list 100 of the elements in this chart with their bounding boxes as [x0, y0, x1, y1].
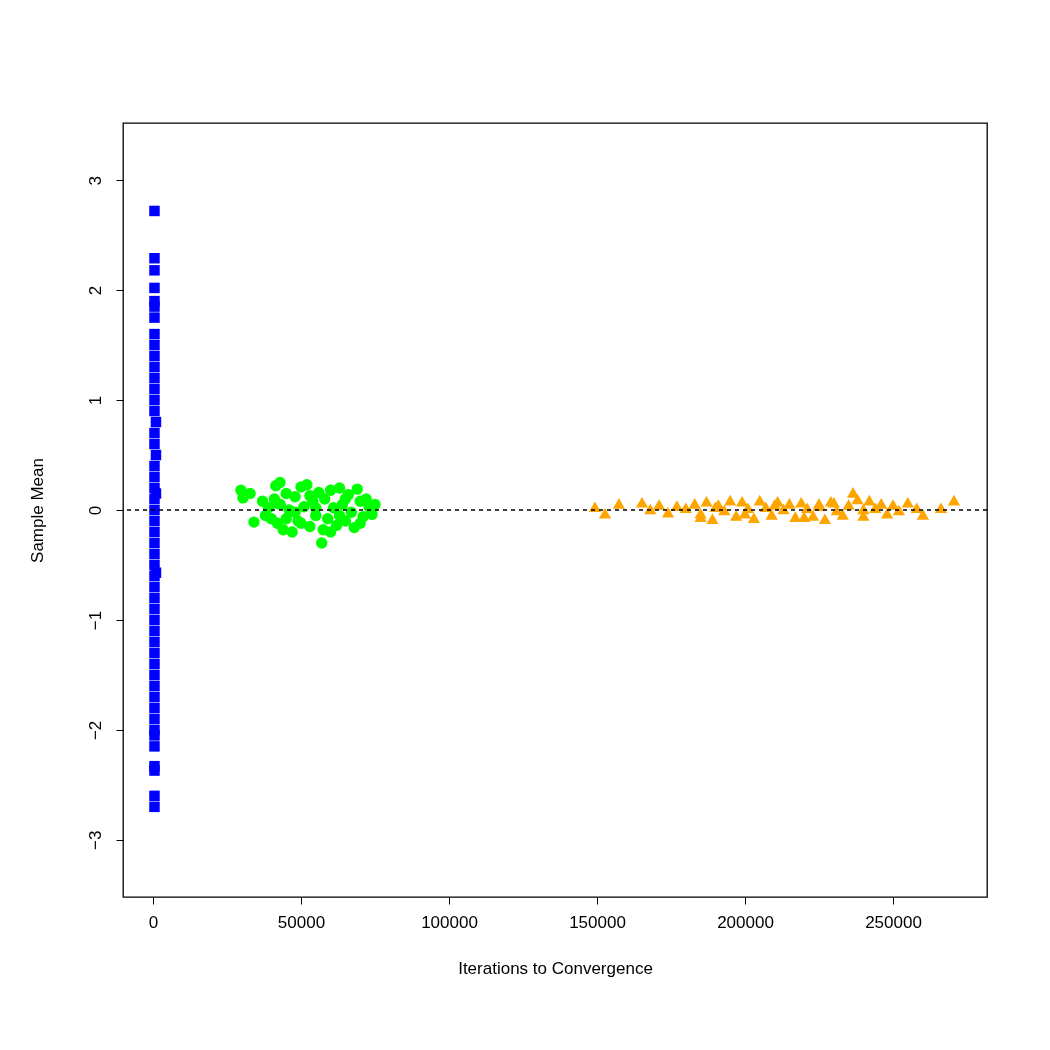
point: [149, 548, 160, 560]
x-tick-label: 200000: [717, 912, 774, 932]
x-tick-label: 150000: [569, 912, 626, 932]
point: [301, 479, 313, 491]
point: [947, 494, 961, 506]
point: [916, 509, 930, 520]
x-tick-label: 250000: [865, 912, 922, 932]
point: [612, 498, 626, 509]
point: [149, 282, 160, 294]
point: [735, 495, 749, 507]
y-tick-label: −1: [85, 610, 105, 631]
point: [149, 658, 160, 670]
point: [700, 495, 713, 507]
point: [149, 394, 160, 406]
x-axis-title: Iterations to Convergence: [458, 958, 653, 978]
y-tick-label: 1: [85, 395, 105, 406]
point: [149, 669, 160, 681]
point: [316, 537, 328, 549]
point: [149, 636, 160, 648]
point: [149, 339, 160, 351]
point: [149, 372, 160, 384]
point: [880, 508, 894, 519]
point: [248, 516, 260, 528]
point: [149, 592, 160, 604]
point: [149, 312, 160, 323]
point: [863, 494, 876, 506]
point: [901, 497, 914, 508]
point: [149, 702, 160, 714]
point: [149, 515, 160, 527]
point: [149, 765, 160, 776]
point: [280, 513, 292, 525]
point: [149, 741, 160, 752]
x-tick-label: 100000: [421, 912, 478, 932]
point: [149, 265, 160, 276]
point: [149, 350, 160, 362]
point: [150, 449, 162, 461]
y-tick-label: 2: [85, 285, 105, 296]
point: [688, 498, 701, 509]
point: [149, 205, 160, 217]
point: [321, 513, 334, 525]
point: [806, 510, 820, 521]
point: [842, 499, 855, 510]
point: [724, 494, 737, 506]
point: [149, 383, 160, 395]
point: [274, 476, 286, 489]
point: [149, 680, 160, 692]
point: [747, 512, 760, 523]
point: [354, 517, 366, 529]
y-tick-label: 3: [85, 175, 105, 186]
point: [150, 416, 162, 428]
point: [149, 493, 160, 505]
point: [149, 713, 160, 725]
point: [149, 801, 160, 813]
point: [653, 499, 666, 510]
point: [149, 730, 160, 741]
point: [149, 328, 160, 340]
point: [851, 493, 864, 505]
y-tick-label: −3: [85, 830, 105, 851]
point: [333, 482, 346, 494]
point: [289, 491, 301, 503]
point: [706, 513, 719, 525]
point: [149, 691, 160, 703]
point: [149, 790, 160, 802]
x-tick-label: 50000: [277, 912, 326, 932]
point: [149, 581, 160, 593]
point: [635, 497, 649, 508]
point: [351, 483, 363, 495]
point: [280, 487, 292, 500]
point: [304, 490, 316, 502]
point: [149, 427, 160, 439]
point: [836, 509, 849, 520]
point: [149, 537, 160, 549]
point: [324, 526, 337, 538]
point: [149, 526, 160, 538]
point: [149, 471, 160, 483]
point: [333, 509, 346, 522]
y-tick-label: −2: [85, 720, 105, 741]
point: [598, 508, 612, 519]
point: [318, 493, 331, 505]
point: [765, 509, 778, 520]
point: [149, 570, 160, 582]
point: [286, 526, 298, 538]
point: [661, 506, 675, 518]
point: [149, 603, 160, 615]
point: [149, 625, 160, 637]
point: [768, 499, 781, 510]
point: [730, 510, 743, 521]
point: [149, 301, 160, 312]
point: [244, 487, 256, 500]
point: [149, 460, 160, 472]
point: [149, 361, 160, 373]
y-tick-label: 0: [85, 505, 105, 516]
x-tick-label: 0: [148, 912, 159, 932]
point: [818, 513, 832, 525]
point: [149, 438, 160, 450]
point: [149, 405, 160, 417]
y-axis-title: Sample Mean: [27, 458, 47, 563]
point: [149, 252, 160, 264]
point: [149, 614, 160, 626]
point: [304, 520, 316, 533]
